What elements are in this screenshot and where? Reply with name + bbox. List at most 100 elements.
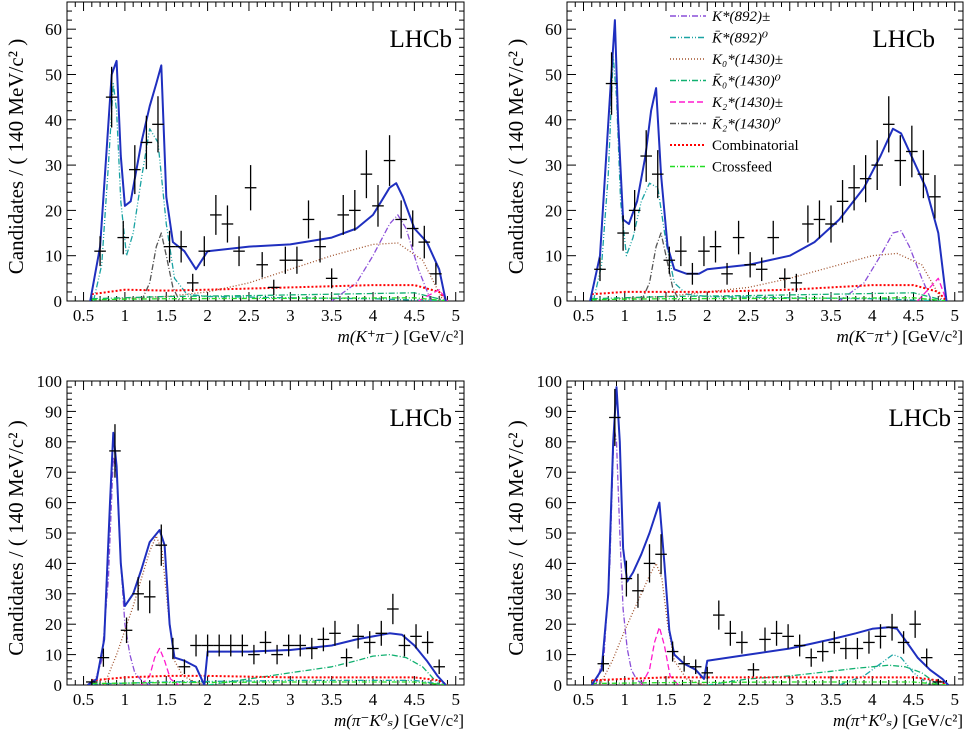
y-tick-label: 90 (545, 402, 562, 421)
y-tick-label: 10 (545, 247, 562, 266)
data-point (294, 634, 307, 657)
data-point (210, 194, 222, 235)
data-point (372, 185, 384, 227)
data-point (302, 200, 315, 239)
data-point (143, 580, 156, 614)
x-axis-label: m(π⁺K⁰ₛ) [GeV/c²] (833, 711, 963, 730)
y-tick-label: 50 (545, 65, 562, 84)
x-tick-label: 3 (786, 306, 795, 325)
data-point (779, 268, 791, 289)
legend-label: K̄₀*(1430)⁰ (711, 74, 781, 90)
x-axis-label: m(K⁺π⁻) [GeV/c²] (338, 327, 464, 346)
data-point (398, 634, 411, 657)
data-point (709, 230, 722, 263)
x-tick-label: 3.5 (820, 690, 841, 709)
x-tick-label: 1.5 (156, 690, 177, 709)
data-point (802, 205, 814, 243)
x-tick-label: 2 (203, 306, 212, 325)
x-axis-label-unit: [GeV/c²] (399, 711, 464, 730)
data-point (790, 273, 803, 292)
y-tick-label: 30 (545, 156, 562, 175)
data-point (329, 620, 341, 646)
legend: K*(892)± K̄*(892)⁰ K₀*(1430)± K̄₀*(1430)⁰ K₂… (670, 9, 799, 176)
data-point (167, 637, 179, 660)
data-point (175, 230, 187, 263)
data-point (349, 190, 361, 231)
x-tick-label: 3.5 (321, 306, 342, 325)
y-tick-label: 40 (45, 554, 62, 573)
data-point (105, 66, 118, 128)
x-tick-label: 3 (286, 306, 295, 325)
series-kstar892-charged-line (838, 230, 933, 301)
data-point (317, 627, 330, 652)
y-tick-label: 20 (45, 201, 62, 220)
x-tick-label: 4 (868, 306, 877, 325)
lhcb-label: LHCb (873, 26, 936, 53)
data-point (325, 268, 338, 289)
data-point (363, 631, 376, 654)
data-point (825, 205, 837, 243)
data-point (894, 135, 907, 186)
y-tick-label: 60 (45, 494, 62, 513)
y-tick-label: 20 (545, 615, 562, 634)
x-axis-label-math: m(π⁺K⁰ₛ) (833, 711, 898, 730)
series-kstar892-charged-line (331, 214, 432, 301)
series-kstar892-neutral-line (839, 653, 931, 685)
y-tick-label: 0 (554, 292, 563, 311)
x-tick-label: 4 (868, 690, 877, 709)
data-point (201, 634, 214, 657)
data-point (675, 236, 687, 267)
series-k0star1430-charged-line (116, 242, 444, 301)
data-point (224, 634, 237, 657)
x-tick-label: 5 (951, 690, 960, 709)
y-tick-label: 90 (45, 402, 62, 421)
x-axis-label-unit: [GeV/c²] (399, 327, 464, 346)
data-point (267, 279, 280, 296)
series-total-line (589, 19, 948, 301)
data-point (306, 637, 318, 660)
x-tick-label: 5 (951, 306, 960, 325)
y-tick-label: 100 (37, 372, 63, 391)
data-point (836, 180, 849, 223)
series-crossfeed-line (591, 297, 947, 301)
y-tick-label: 40 (545, 554, 562, 573)
series-kstar892-neutral-line (592, 55, 943, 301)
y-tick-label: 50 (45, 524, 62, 543)
series-kstar892-neutral-line (92, 82, 444, 301)
data-point (929, 175, 941, 219)
x-tick-label: 4 (369, 306, 378, 325)
data-point (886, 613, 898, 641)
data-point (897, 631, 910, 654)
x-tick-label: 3.5 (321, 690, 342, 709)
lhcb-label: LHCb (390, 26, 453, 53)
legend-label: K₂*(1430)± (711, 95, 783, 111)
data-point (882, 96, 895, 153)
data-point (97, 648, 110, 667)
series-k0star1430-neutral-line (707, 664, 939, 685)
data-point (678, 655, 690, 672)
x-tick-label: 0.5 (73, 306, 94, 325)
data-point (698, 236, 710, 267)
data-point (421, 631, 434, 654)
data-point (732, 220, 745, 255)
x-tick-label: 4 (369, 690, 378, 709)
data-point (117, 220, 130, 255)
data-point (410, 624, 422, 649)
x-tick-label: 0.5 (573, 690, 594, 709)
data-point (256, 252, 268, 278)
data-point (178, 659, 191, 675)
x-tick-label: 0.5 (573, 306, 594, 325)
data-point (352, 624, 364, 649)
data-point (628, 190, 641, 231)
y-tick-label: 80 (45, 433, 62, 452)
series-k0star1430-charged-line (599, 562, 708, 685)
y-tick-label: 30 (545, 585, 562, 604)
x-tick-label: 4.5 (404, 690, 425, 709)
x-tick-label: 1 (621, 306, 630, 325)
x-tick-label: 3.5 (820, 306, 841, 325)
data-point (433, 659, 445, 675)
legend-label: K̄₂*(1430)⁰ (711, 117, 781, 133)
